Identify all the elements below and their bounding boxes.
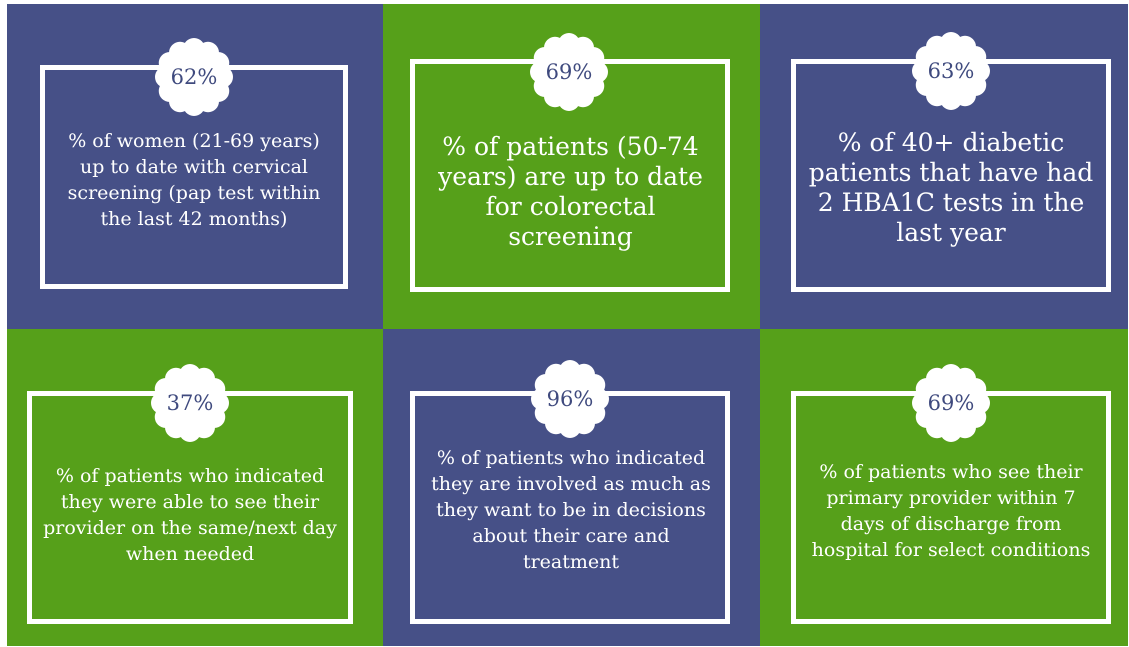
stat-description: % of patients who indicated they were ab… <box>43 465 337 565</box>
stat-tile-hba1c-tests: 63% % of 40+ diabetic patients that have… <box>760 4 1128 329</box>
scalloped-badge-icon: 63% <box>911 31 991 111</box>
stat-value: 69% <box>545 60 593 84</box>
stat-description: % of patients who indicated they are inv… <box>431 447 711 573</box>
scalloped-badge-shape <box>912 364 990 442</box>
stat-tile-cervical-screening: 62% % of women (21-69 years) up to date … <box>7 4 383 329</box>
stat-value: 96% <box>546 387 594 411</box>
stat-tile-involved-decisions: 96% % of patients who indicated they are… <box>383 329 760 646</box>
scalloped-badge-icon: 37% <box>150 363 230 443</box>
stat-tile-post-discharge-visit: 69% % of patients who see their primary … <box>760 329 1128 646</box>
stat-description: % of women (21-69 years) up to date with… <box>67 130 321 230</box>
stat-value: 63% <box>927 59 975 83</box>
stat-value: 62% <box>170 65 218 89</box>
scalloped-badge-icon: 69% <box>911 363 991 443</box>
scalloped-badge-icon: 62% <box>154 37 234 117</box>
stat-tile-same-next-day: 37% % of patients who indicated they wer… <box>7 329 383 646</box>
scalloped-badge-shape <box>531 360 609 438</box>
stat-description: % of 40+ diabetic patients that have had… <box>808 128 1094 247</box>
stat-description: % of patients who see their primary prov… <box>811 461 1091 561</box>
stats-grid: 62% % of women (21-69 years) up to date … <box>7 4 1128 646</box>
stat-value: 37% <box>166 391 214 415</box>
scalloped-badge-shape <box>151 364 229 442</box>
scalloped-badge-shape <box>155 38 233 116</box>
scalloped-badge-shape <box>530 33 608 111</box>
stat-description: % of patients (50-74 years) are up to da… <box>438 132 703 251</box>
scalloped-badge-shape <box>912 32 990 110</box>
stat-tile-colorectal-screening: 69% % of patients (50-74 years) are up t… <box>383 4 760 329</box>
stat-value: 69% <box>927 391 975 415</box>
scalloped-badge-icon: 69% <box>529 32 609 112</box>
scalloped-badge-icon: 96% <box>530 359 610 439</box>
